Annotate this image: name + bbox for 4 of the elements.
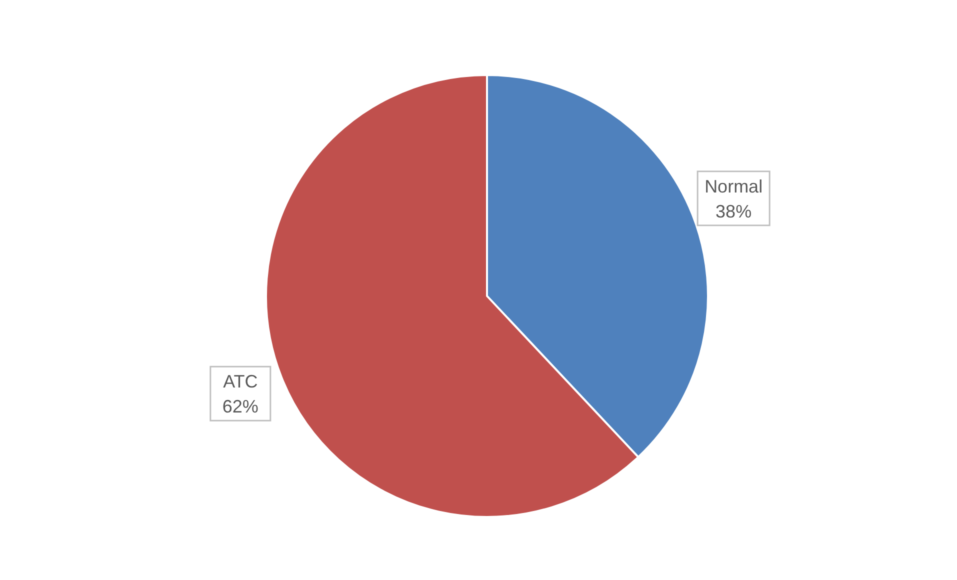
data-label: 62%	[222, 396, 258, 417]
slice-label: Normal	[704, 176, 763, 196]
slice-label: ATC	[223, 372, 258, 392]
data-label: 38%	[716, 201, 752, 222]
